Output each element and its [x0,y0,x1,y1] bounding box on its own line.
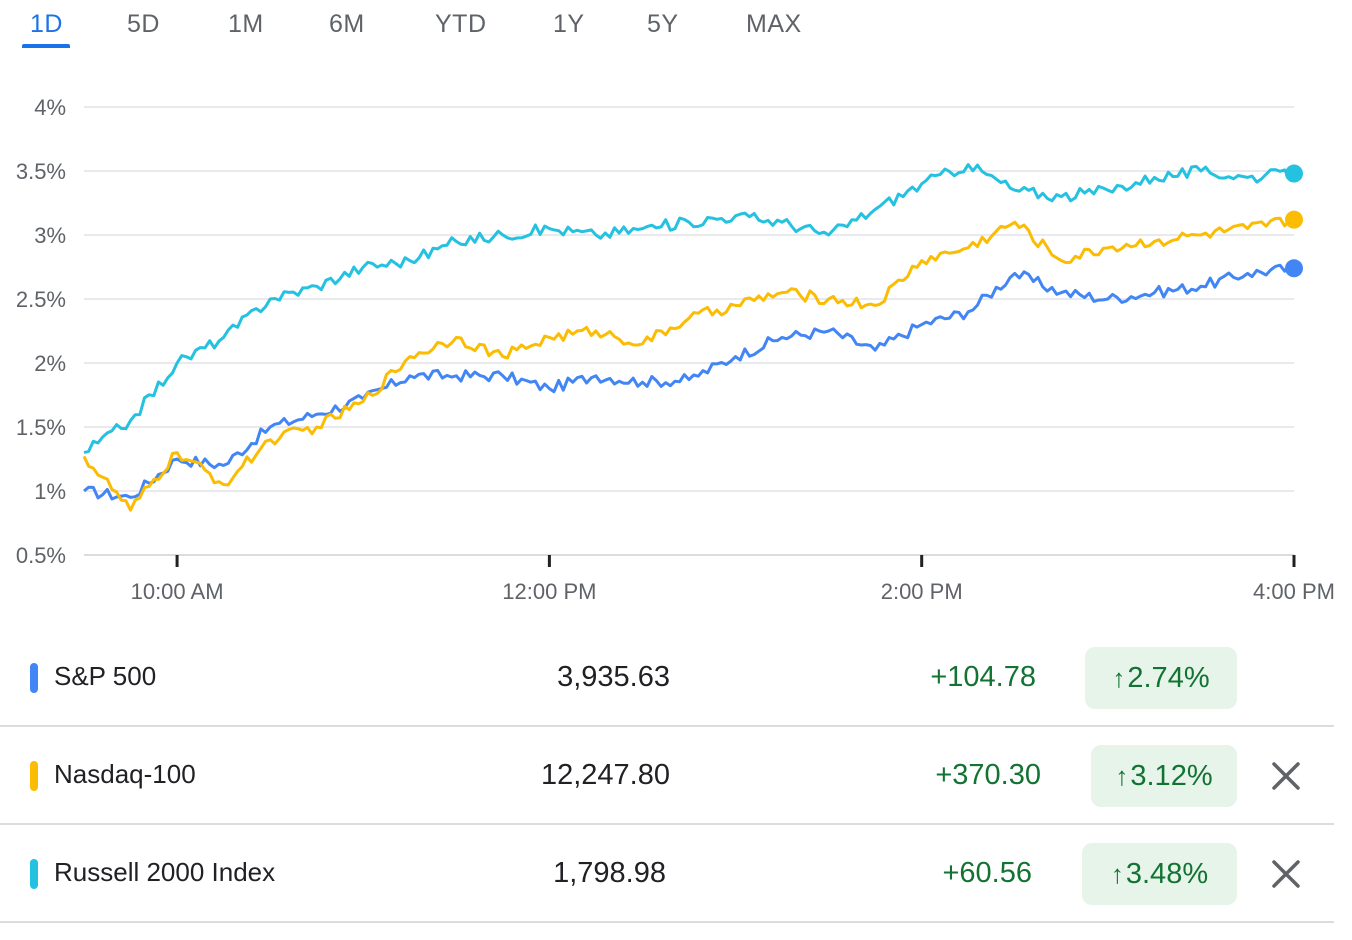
index-comparison-chart[interactable]: 4% 3.5% 3% 2.5% 2% 1.5% 1% 0.5% 10:00 AM 12:00 P… [0,80,1352,610]
tab-6m[interactable]: 6M [329,10,365,38]
percent-change-badge: ↑3.12% [1091,745,1237,807]
chart-series [82,163,1303,512]
percent-change-value: 3.12% [1130,760,1213,792]
arrow-up-icon: ↑ [1112,663,1126,693]
percent-change-badge: ↑3.48% [1082,843,1237,905]
x-tick-label: 4:00 PM [1253,579,1335,604]
series-color-swatch [30,663,38,693]
tab-5y[interactable]: 5Y [647,10,679,38]
index-name: Nasdaq-100 [54,759,196,789]
close-icon[interactable] [1264,852,1308,896]
series-line-russell-2000-index [83,163,1296,455]
percent-change-value: 3.48% [1125,858,1209,890]
index-price: 12,247.80 [540,759,670,791]
percent-change-badge: ↑2.74% [1085,647,1237,709]
x-tick-label: 12:00 PM [502,579,596,604]
percent-change-value: 2.74% [1127,662,1210,694]
series-line-s-p-500 [83,262,1295,501]
tab-1d[interactable]: 1D [30,10,63,38]
tab-ytd[interactable]: YTD [435,10,487,38]
y-tick-label: 1% [34,479,66,504]
y-tick-label: 2.5% [16,287,66,312]
y-tick-label: 1.5% [16,415,66,440]
index-change: +104.78 [930,661,1036,693]
tab-1y[interactable]: 1Y [553,10,585,38]
series-color-swatch [30,761,38,791]
index-row-sp500[interactable]: S&P 500 3,935.63 +104.78 ↑2.74% [0,630,1334,727]
tab-5d[interactable]: 5D [127,10,160,38]
y-tick-label: 3.5% [16,159,66,184]
y-tick-label: 3% [34,223,66,248]
series-end-dot-nasdaq-100 [1285,210,1303,229]
tab-max[interactable]: MAX [746,10,802,38]
x-tick-label: 10:00 AM [131,579,224,604]
arrow-up-icon: ↑ [1115,761,1129,791]
y-tick-label: 4% [34,95,66,120]
close-icon[interactable] [1264,754,1308,798]
x-tick-label: 2:00 PM [881,579,963,604]
index-change: +60.56 [942,857,1032,889]
row-divider [0,823,1334,825]
index-price: 1,798.98 [553,857,666,889]
chart-gridlines [84,106,1294,492]
y-tick-label: 2% [34,351,66,376]
index-name: Russell 2000 Index [54,857,276,887]
active-tab-indicator [22,44,70,48]
series-end-dot-s-p-500 [1285,259,1303,278]
x-axis: 10:00 AM 12:00 PM 2:00 PM 4:00 PM [84,554,1335,604]
index-row-russell-2000[interactable]: Russell 2000 Index 1,798.98 +60.56 ↑3.48… [0,826,1334,923]
time-range-tabs: 1D 5D 1M 6M YTD 1Y 5Y MAX [0,0,1352,56]
y-axis: 4% 3.5% 3% 2.5% 2% 1.5% 1% 0.5% [16,95,66,568]
row-divider [0,725,1334,727]
arrow-up-icon: ↑ [1110,859,1124,889]
index-row-nasdaq-100[interactable]: Nasdaq-100 12,247.80 +370.30 ↑3.12% [0,728,1334,825]
index-name: S&P 500 [54,661,157,691]
series-line-nasdaq-100 [82,216,1295,512]
series-color-swatch [30,859,38,889]
row-divider [0,921,1334,923]
series-end-dot-russell-2000-index [1285,164,1303,183]
y-tick-label: 0.5% [16,543,66,568]
tab-1m[interactable]: 1M [228,10,264,38]
index-price: 3,935.63 [557,661,670,693]
index-change: +370.30 [935,759,1041,791]
